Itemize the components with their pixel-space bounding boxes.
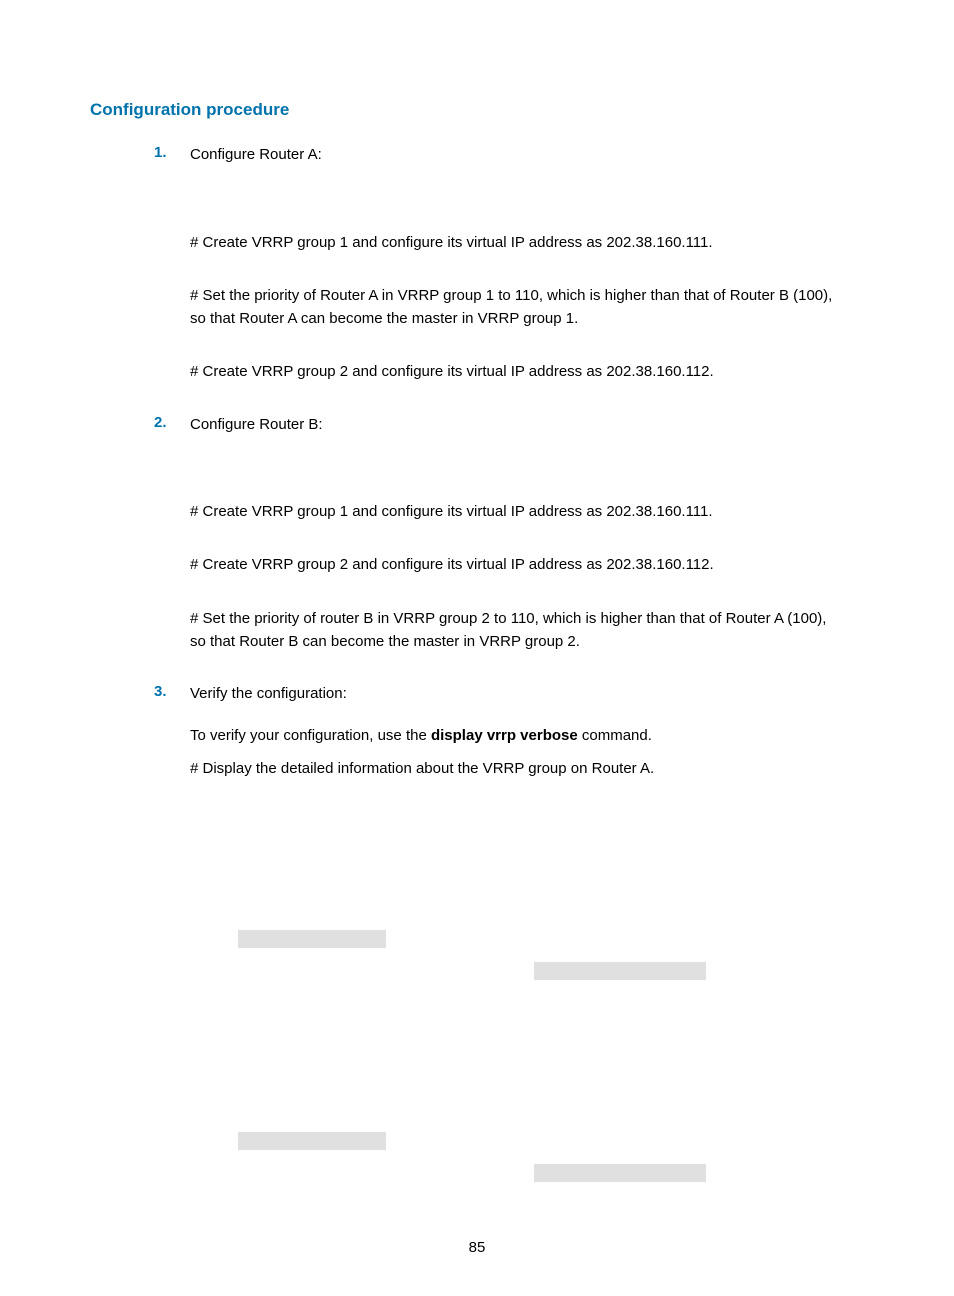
placeholder-box xyxy=(238,1132,386,1150)
paragraph: # Create VRRP group 2 and configure its … xyxy=(190,553,844,576)
list-item: 1. Configure Router A: xyxy=(154,144,864,167)
sub-block: # Create VRRP group 1 and configure its … xyxy=(190,500,844,653)
list-item: 2. Configure Router B: xyxy=(154,414,864,437)
item-number: 2. xyxy=(154,414,190,431)
section-heading: Configuration procedure xyxy=(90,100,864,120)
placeholder-box xyxy=(534,962,706,980)
placeholder-row xyxy=(90,962,864,982)
paragraph: # Create VRRP group 1 and configure its … xyxy=(190,231,844,254)
paragraph: To verify your configuration, use the di… xyxy=(190,724,844,747)
paragraph: # Create VRRP group 2 and configure its … xyxy=(190,360,844,383)
sub-block: # Create VRRP group 1 and configure its … xyxy=(190,231,844,384)
item-label: Verify the configuration: xyxy=(190,683,347,706)
placeholder-row xyxy=(90,930,864,950)
paragraph: # Display the detailed information about… xyxy=(190,757,844,780)
document-page: Configuration procedure 1. Configure Rou… xyxy=(0,0,954,1296)
ordered-list: 1. Configure Router A: xyxy=(154,144,864,167)
item-label: Configure Router A: xyxy=(190,144,322,167)
list-item: 3. Verify the configuration: xyxy=(154,683,864,706)
item-number: 1. xyxy=(154,144,190,161)
placeholder-box xyxy=(534,1164,706,1182)
bold-text: display vrrp verbose xyxy=(431,727,578,744)
paragraph: # Set the priority of Router A in VRRP g… xyxy=(190,284,844,331)
page-number: 85 xyxy=(0,1239,954,1256)
paragraph: # Set the priority of router B in VRRP g… xyxy=(190,607,844,654)
text-run: To verify your configuration, use the xyxy=(190,727,431,744)
placeholder-box xyxy=(238,930,386,948)
paragraph: # Create VRRP group 1 and configure its … xyxy=(190,500,844,523)
sub-block: To verify your configuration, use the di… xyxy=(190,724,844,781)
placeholder-row xyxy=(90,1132,864,1152)
placeholder-row xyxy=(90,1164,864,1184)
item-number: 3. xyxy=(154,683,190,700)
text-run: command. xyxy=(578,727,652,744)
item-label: Configure Router B: xyxy=(190,414,323,437)
